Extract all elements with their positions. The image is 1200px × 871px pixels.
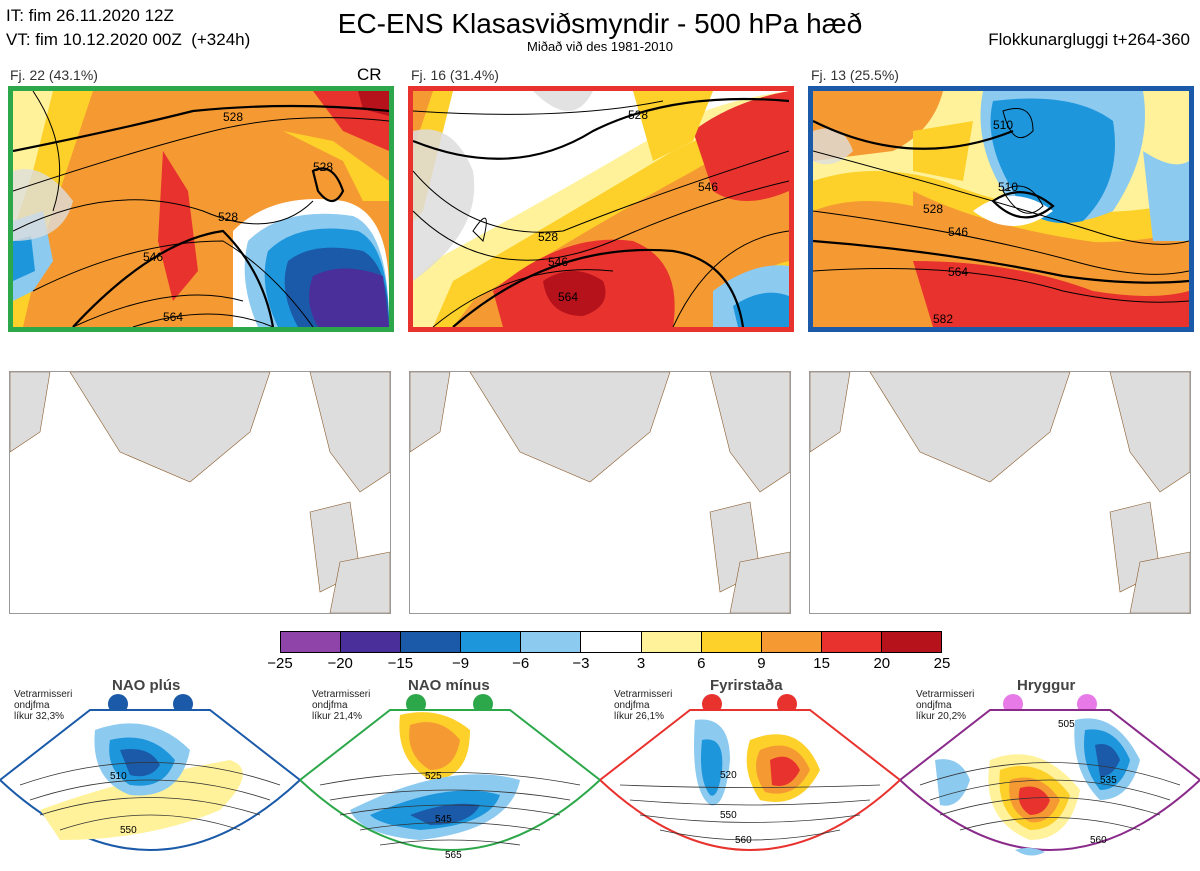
regime-info: Vetrarmisseri ondjfma líkur 26,1% xyxy=(614,689,673,722)
regime-contour-label: 520 xyxy=(720,770,737,781)
colorbar-swatch xyxy=(461,632,522,652)
cluster-2-contour-label: 546 xyxy=(698,180,718,194)
cluster-1-map: 528 528 528 546 564 xyxy=(8,86,394,332)
cluster-3-label: Fj. 13 (25.5%) xyxy=(811,67,899,83)
cluster-3-contour-label: 582 xyxy=(933,312,953,326)
regime-blocking: Fyrirstaða Vetrarmisseri ondjfma líkur 2… xyxy=(600,677,900,871)
colorbar xyxy=(280,631,942,653)
colorbar-tick-label: −3 xyxy=(572,655,590,672)
regime-title: NAO mínus xyxy=(408,677,490,694)
cluster-1-label: Fj. 22 (43.1%) xyxy=(10,67,98,83)
colorbar-tick-label: 3 xyxy=(636,655,646,672)
cluster-2-contour-label: 564 xyxy=(558,290,578,304)
colorbar-tick-label: 20 xyxy=(873,655,891,672)
colorbar-swatch xyxy=(821,632,882,652)
base-map-2 xyxy=(409,371,791,614)
valid-time: VT: fim 10.12.2020 00Z (+324h) xyxy=(6,30,251,49)
colorbar-swatch xyxy=(641,632,702,652)
regime-info: Vetrarmisseri ondjfma líkur 21,4% xyxy=(312,689,371,722)
colorbar-swatch xyxy=(521,632,582,652)
colorbar-tick-label: 25 xyxy=(933,655,951,672)
page-title: EC-ENS Klasasviðsmyndir - 500 hPa hæð xyxy=(337,8,863,39)
base-map-3 xyxy=(809,371,1191,614)
colorbar-tick-label: 15 xyxy=(813,655,830,672)
colorbar-swatch xyxy=(701,632,762,652)
cluster-1-contour-label: 528 xyxy=(218,210,238,224)
regime-contour-label: 505 xyxy=(1058,719,1075,730)
regime-contour-label: 525 xyxy=(425,771,442,782)
regime-contour-label: 550 xyxy=(120,825,137,836)
regime-contour-label: 560 xyxy=(735,835,752,846)
colorbar-swatch xyxy=(881,632,942,652)
regime-contour-label: 565 xyxy=(445,850,462,861)
header-times: IT: fim 26.11.2020 12Z VT: fim 10.12.2020… xyxy=(6,4,250,52)
colorbar-tick-label: −15 xyxy=(387,655,414,672)
regime-info: Vetrarmisseri ondjfma líkur 32,3% xyxy=(14,689,73,722)
cluster-3-contour-label: 510 xyxy=(993,118,1013,132)
cluster-1-tag: CR xyxy=(357,65,382,84)
colorbar-tick-label: −25 xyxy=(267,655,293,672)
cluster-3-contour-label: 564 xyxy=(948,265,968,279)
cluster-2-contour-label: 546 xyxy=(548,255,568,269)
cluster-2-map: 528 528 546 546 564 xyxy=(408,86,794,332)
cluster-3-contour-label: 510 xyxy=(998,180,1018,194)
regime-contour-label: 545 xyxy=(435,814,452,825)
colorbar-swatch xyxy=(581,632,642,652)
cluster-1-contour-label: 528 xyxy=(313,160,333,174)
colorbar-tick-label: −9 xyxy=(451,655,470,672)
cluster-2-label: Fj. 16 (31.4%) xyxy=(411,67,499,83)
cluster-1-contour-label: 546 xyxy=(143,250,163,264)
cluster-2-contour-label: 528 xyxy=(538,230,558,244)
regime-title: Hryggur xyxy=(1017,677,1076,694)
colorbar-swatch xyxy=(281,632,342,652)
page-subtitle: Miðað við des 1981-2010 xyxy=(527,39,673,54)
regime-title: NAO plús xyxy=(112,677,181,694)
regime-contour-label: 560 xyxy=(1090,835,1107,846)
cluster-3-contour-label: 546 xyxy=(948,225,968,239)
cluster-1-contour-label: 528 xyxy=(223,110,243,124)
regime-nao-minus: NAO mínus Vetrarmisseri ondjfma líkur 21… xyxy=(300,677,600,871)
init-time: IT: fim 26.11.2020 12Z xyxy=(6,6,174,25)
regime-ridge: Hryggur Vetrarmisseri ondjfma líkur 20,2… xyxy=(900,677,1200,871)
regime-title: Fyrirstaða xyxy=(710,677,783,694)
classification-window: Flokkunargluggi t+264-360 xyxy=(988,30,1190,49)
colorbar-swatch xyxy=(401,632,462,652)
base-map-1 xyxy=(9,371,391,614)
colorbar-tick-label: −20 xyxy=(327,655,353,672)
regime-contour-label: 550 xyxy=(720,810,737,821)
colorbar-swatch xyxy=(761,632,822,652)
regime-contour-label: 535 xyxy=(1100,775,1117,786)
cluster-3-map: 510 510 528 546 564 582 xyxy=(808,86,1194,332)
colorbar-tick-label: 9 xyxy=(757,655,766,672)
cluster-1-contour-label: 564 xyxy=(163,310,183,324)
regime-contour-label: 510 xyxy=(110,771,127,782)
colorbar-tick-label: −6 xyxy=(512,655,530,672)
regime-info: Vetrarmisseri ondjfma líkur 20,2% xyxy=(916,689,975,722)
regime-nao-plus: NAO plús Vetrarmisseri ondjfma líkur 32,… xyxy=(0,677,300,871)
colorbar-swatch xyxy=(341,632,402,652)
cluster-2-contour-label: 528 xyxy=(628,108,648,122)
colorbar-tick-label: 6 xyxy=(697,655,706,672)
cluster-3-contour-label: 528 xyxy=(923,202,943,216)
